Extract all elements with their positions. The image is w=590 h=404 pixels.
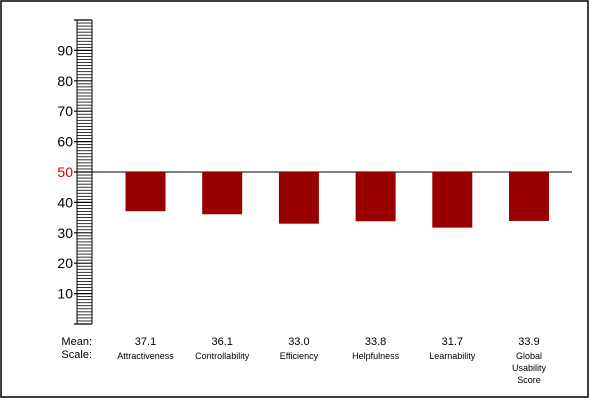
bar <box>202 172 243 215</box>
y-tick-label: 30 <box>57 225 73 241</box>
category-label: Helpfulness <box>352 351 400 361</box>
mean-row-label: Mean: <box>61 336 92 348</box>
category-label: Learnability <box>429 351 476 361</box>
mean-value-label: 33.0 <box>288 336 309 348</box>
bar <box>355 172 396 222</box>
y-tick-label: 20 <box>57 255 73 271</box>
y-tick-label: 90 <box>57 42 73 58</box>
y-tick-label-baseline: 50 <box>57 164 73 180</box>
y-tick-label: 70 <box>57 103 73 119</box>
category-label: Efficiency <box>280 351 319 361</box>
y-tick-label: 80 <box>57 73 73 89</box>
category-label: Attractiveness <box>117 351 174 361</box>
bar <box>432 172 473 228</box>
bar <box>125 172 166 212</box>
mean-values: 37.1 36.1 33.0 33.8 31.7 33.9 <box>135 336 540 348</box>
y-tick-label: 60 <box>57 134 73 150</box>
bars <box>125 172 549 228</box>
category-label: Score <box>517 375 541 385</box>
mean-value-label: 36.1 <box>211 336 232 348</box>
category-label: Usability <box>512 363 547 373</box>
category-label: Controllability <box>195 351 250 361</box>
bar <box>509 172 549 221</box>
mean-value-label: 33.9 <box>518 336 539 348</box>
bar <box>278 172 319 224</box>
mean-value-label: 37.1 <box>135 336 156 348</box>
category-labels: Attractiveness Controllability Efficiency H… <box>117 351 546 385</box>
category-label: Global <box>516 351 542 361</box>
y-tick-label: 10 <box>57 286 73 302</box>
scale-row-label: Scale: <box>61 349 92 361</box>
mean-value-label: 31.7 <box>442 336 463 348</box>
y-axis-tick-labels: 10 20 30 40 50 60 70 80 90 <box>57 42 73 301</box>
y-tick-label: 40 <box>57 194 73 210</box>
mean-value-label: 33.8 <box>365 336 386 348</box>
y-axis-ruler <box>74 19 93 325</box>
